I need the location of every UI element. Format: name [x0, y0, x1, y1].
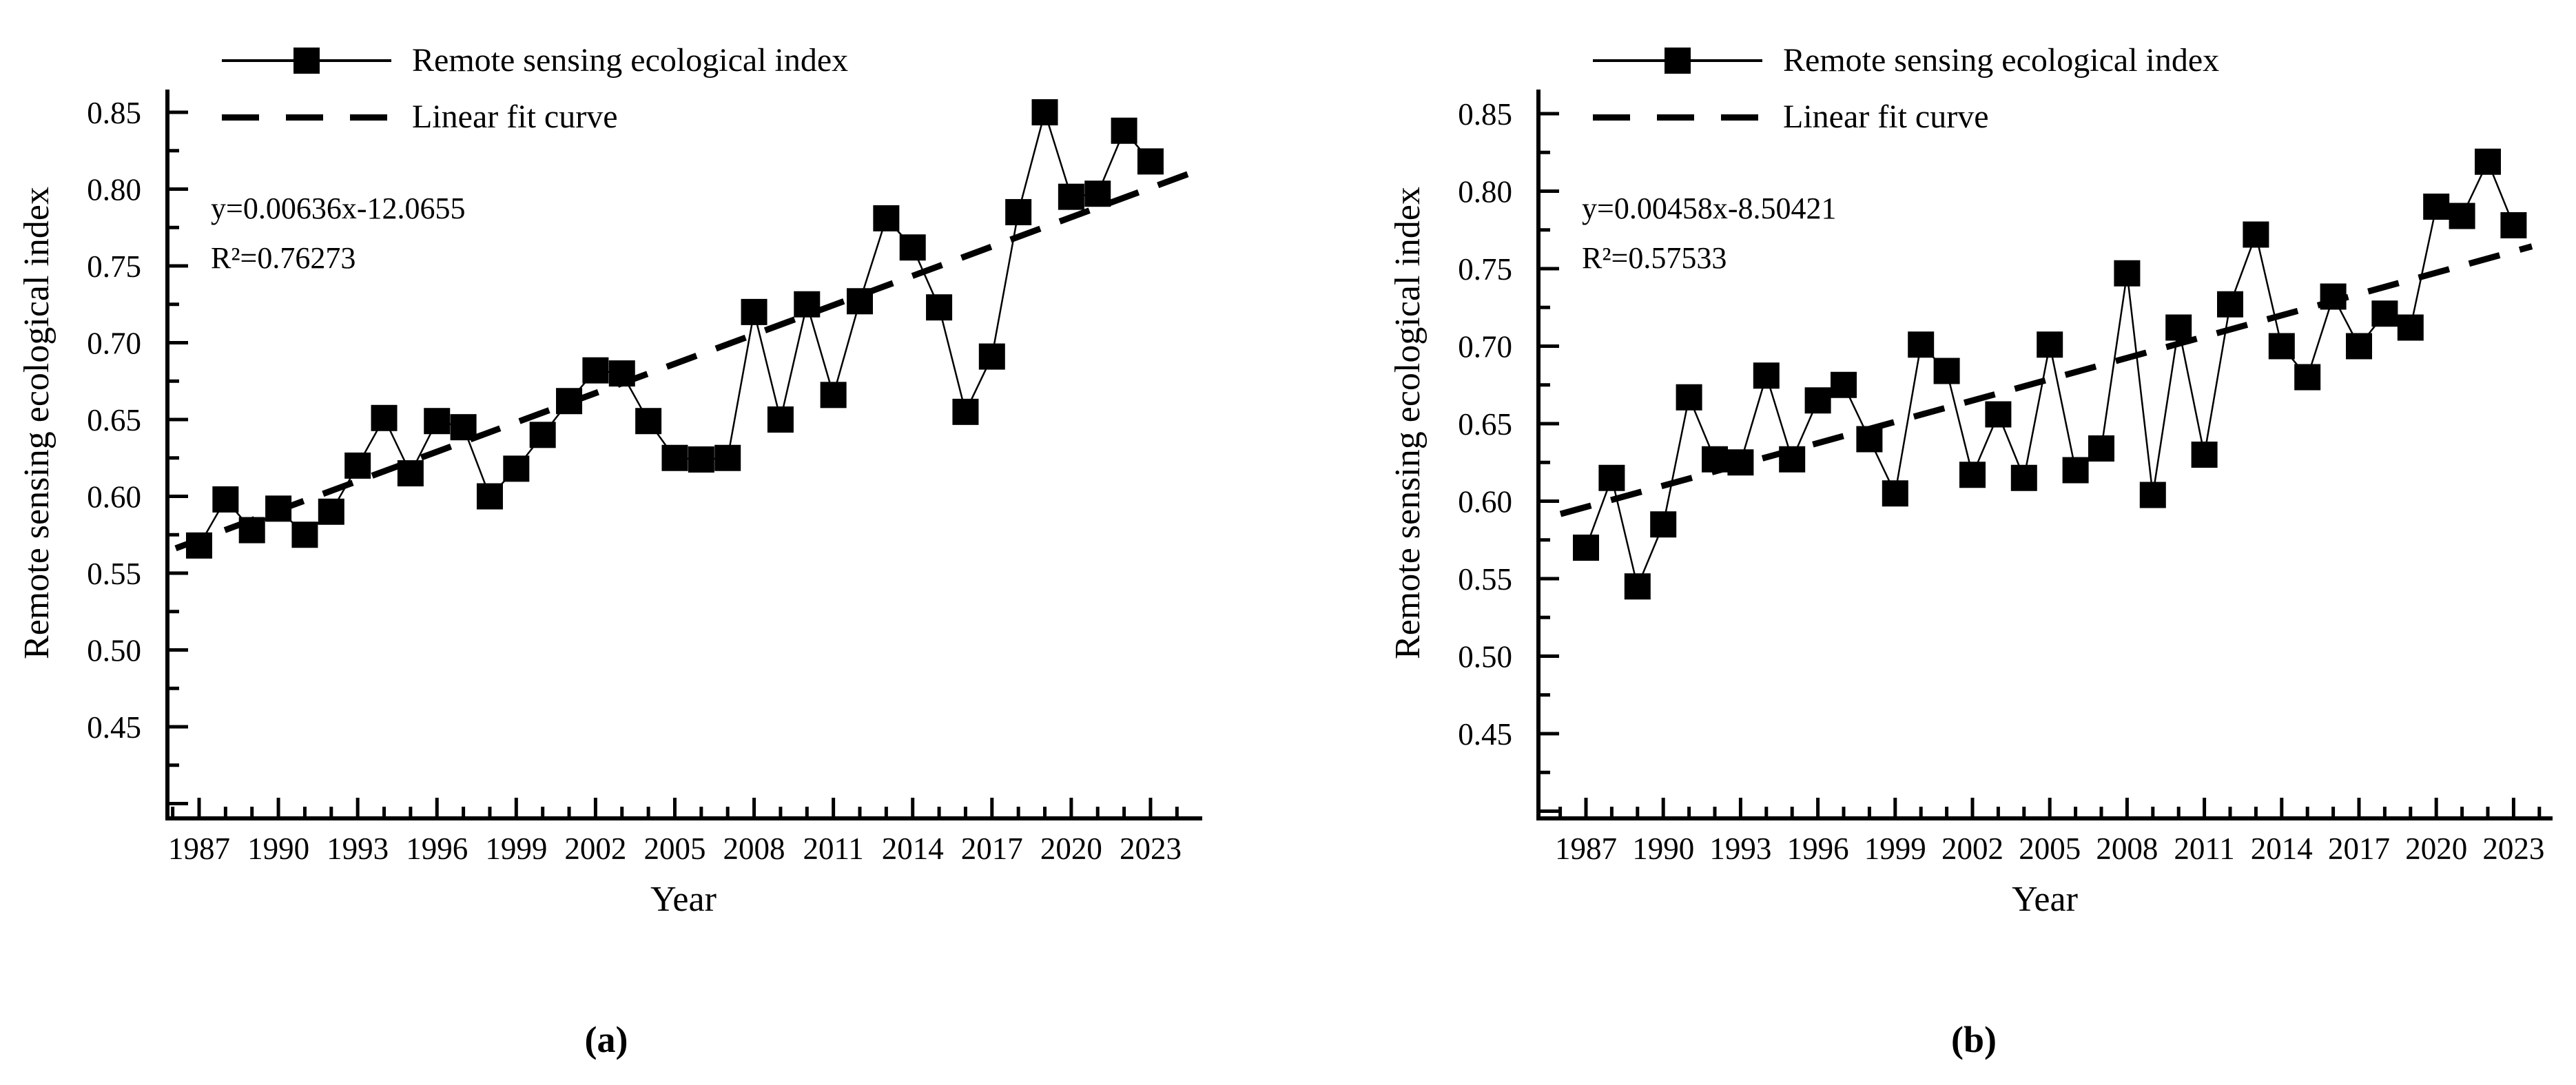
svg-text:0.50: 0.50 — [1458, 640, 1512, 674]
y-axis-title-b: Remote sensing ecological index — [1388, 187, 1428, 659]
svg-text:2008: 2008 — [2096, 831, 2158, 866]
svg-text:0.65: 0.65 — [1458, 407, 1512, 442]
y-axis-title-a: Remote sensing ecological index — [17, 187, 57, 659]
legend-series-label-b: Remote sensing ecological index — [1783, 42, 2220, 79]
svg-text:1993: 1993 — [1709, 831, 1771, 866]
r-squared-b: R²=0.57533 — [1582, 241, 1727, 275]
svg-text:1999: 1999 — [485, 831, 547, 866]
svg-text:2014: 2014 — [2251, 831, 2313, 866]
svg-text:1990: 1990 — [247, 831, 309, 866]
svg-text:2020: 2020 — [1040, 831, 1102, 866]
svg-text:0.85: 0.85 — [1458, 97, 1512, 132]
svg-text:0.80: 0.80 — [1458, 175, 1512, 209]
x-axis-title-a: Year — [650, 880, 717, 919]
svg-text:2023: 2023 — [2482, 831, 2544, 866]
legend-fit-line-sample-a — [222, 114, 387, 121]
svg-text:2017: 2017 — [961, 831, 1023, 866]
svg-text:2008: 2008 — [723, 831, 785, 866]
svg-text:0.60: 0.60 — [87, 480, 141, 515]
svg-text:2020: 2020 — [2405, 831, 2467, 866]
x-axis-title-b: Year — [2012, 880, 2078, 919]
legend-series-marker-icon-b — [1665, 48, 1691, 74]
svg-text:2011: 2011 — [803, 831, 863, 866]
svg-text:0.45: 0.45 — [1458, 717, 1512, 752]
legend-series-marker-icon-a — [293, 48, 320, 74]
r-squared-a: R²=0.76273 — [211, 241, 356, 275]
svg-text:2014: 2014 — [882, 831, 944, 866]
panel-label-b: (b) — [1951, 1019, 1997, 1060]
svg-text:1996: 1996 — [406, 831, 468, 866]
svg-text:2002: 2002 — [1941, 831, 2003, 866]
svg-text:2005: 2005 — [643, 831, 705, 866]
svg-text:2023: 2023 — [1120, 831, 1182, 866]
legend-fit-label-b: Linear fit curve — [1783, 99, 1989, 135]
svg-text:0.60: 0.60 — [1458, 485, 1512, 519]
panel-label-a: (a) — [584, 1019, 628, 1060]
chart-a: 0.85 0.80 0.75 0.70 0.65 0.60 0.55 0.50 0.45 1987… — [87, 90, 1202, 866]
svg-text:0.80: 0.80 — [87, 173, 141, 207]
legend-fit-line-sample-b — [1593, 114, 1758, 121]
svg-text:1996: 1996 — [1787, 831, 1849, 866]
svg-text:0.75: 0.75 — [1458, 252, 1512, 287]
svg-text:1990: 1990 — [1632, 831, 1694, 866]
svg-text:2002: 2002 — [564, 831, 626, 866]
svg-text:0.70: 0.70 — [1458, 330, 1512, 364]
svg-text:2011: 2011 — [2174, 831, 2234, 866]
legend-fit-label-a: Linear fit curve — [412, 99, 618, 135]
svg-text:0.50: 0.50 — [87, 634, 141, 668]
svg-text:1987: 1987 — [1555, 831, 1617, 866]
svg-text:0.85: 0.85 — [87, 96, 141, 130]
svg-text:2005: 2005 — [2019, 831, 2081, 866]
svg-text:0.45: 0.45 — [87, 710, 141, 745]
svg-text:0.55: 0.55 — [1458, 562, 1512, 597]
chart-b: 0.85 0.80 0.75 0.70 0.65 0.60 0.55 0.50 0.45 1987… — [1458, 90, 2553, 866]
svg-text:1999: 1999 — [1864, 831, 1926, 866]
fit-equation-a: y=0.00636x-12.0655 — [211, 192, 466, 225]
svg-text:0.75: 0.75 — [87, 249, 141, 284]
svg-text:0.65: 0.65 — [87, 403, 141, 437]
legend-series-label-a: Remote sensing ecological index — [412, 42, 849, 79]
fit-equation-b: y=0.00458x-8.50421 — [1582, 192, 1837, 225]
svg-text:0.70: 0.70 — [87, 327, 141, 361]
svg-text:1993: 1993 — [327, 831, 389, 866]
svg-text:2017: 2017 — [2328, 831, 2390, 866]
svg-text:0.55: 0.55 — [87, 557, 141, 591]
svg-text:1987: 1987 — [168, 831, 230, 866]
